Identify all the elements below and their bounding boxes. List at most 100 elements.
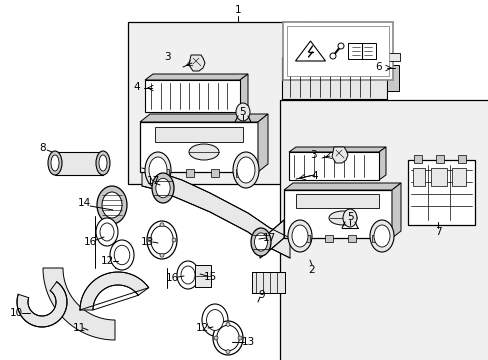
Ellipse shape	[373, 225, 389, 247]
Text: 5: 5	[346, 212, 353, 222]
Polygon shape	[142, 168, 289, 258]
Text: 2: 2	[308, 265, 315, 275]
Ellipse shape	[342, 209, 356, 227]
Bar	[195, 265, 210, 287]
Text: 10: 10	[9, 308, 22, 318]
Polygon shape	[391, 183, 400, 238]
Polygon shape	[55, 152, 103, 175]
Polygon shape	[240, 74, 247, 112]
Ellipse shape	[96, 218, 118, 246]
Ellipse shape	[114, 245, 129, 265]
Polygon shape	[260, 220, 284, 258]
Bar	[407, 160, 474, 225]
Bar	[161, 169, 169, 177]
Ellipse shape	[232, 152, 259, 188]
Ellipse shape	[147, 221, 177, 259]
Polygon shape	[43, 268, 115, 340]
Text: 17: 17	[146, 176, 159, 186]
Polygon shape	[288, 147, 385, 152]
Circle shape	[337, 43, 343, 49]
Bar	[155, 127, 243, 142]
Ellipse shape	[328, 211, 356, 225]
Bar	[282, 57, 386, 99]
Text: 8: 8	[40, 143, 46, 153]
Text: 9: 9	[258, 290, 265, 300]
Bar	[457, 155, 465, 163]
Text: 15: 15	[203, 272, 216, 282]
Bar	[381, 53, 399, 61]
Bar	[347, 43, 375, 59]
Ellipse shape	[102, 192, 122, 218]
Text: 16: 16	[83, 237, 97, 247]
Bar	[412, 168, 424, 186]
Ellipse shape	[189, 144, 219, 160]
Circle shape	[214, 336, 218, 340]
Text: 13: 13	[241, 337, 254, 347]
Ellipse shape	[150, 226, 173, 254]
Text: 7: 7	[434, 227, 440, 237]
Circle shape	[225, 350, 229, 354]
Bar	[386, 65, 398, 91]
Bar	[210, 169, 219, 177]
Bar	[347, 235, 355, 242]
Polygon shape	[258, 114, 267, 172]
Circle shape	[172, 238, 176, 242]
Ellipse shape	[177, 261, 199, 289]
Circle shape	[329, 53, 335, 59]
Ellipse shape	[237, 157, 254, 183]
Ellipse shape	[202, 304, 227, 336]
Ellipse shape	[181, 266, 195, 284]
Text: 3: 3	[163, 52, 170, 62]
Ellipse shape	[145, 152, 171, 188]
Bar	[288, 152, 378, 180]
Bar	[413, 155, 421, 163]
Bar	[325, 235, 332, 242]
Polygon shape	[189, 55, 204, 71]
Ellipse shape	[236, 103, 249, 121]
Text: 11: 11	[72, 323, 85, 333]
Ellipse shape	[110, 240, 134, 270]
Bar	[128, 22, 305, 184]
Text: 12: 12	[195, 323, 208, 333]
Ellipse shape	[254, 233, 267, 251]
Polygon shape	[145, 74, 247, 80]
Bar	[302, 235, 309, 242]
Ellipse shape	[99, 155, 107, 171]
Text: 14: 14	[77, 198, 90, 208]
Text: 4: 4	[133, 82, 140, 92]
Ellipse shape	[100, 223, 114, 241]
Bar	[145, 80, 240, 112]
Ellipse shape	[152, 173, 174, 203]
Polygon shape	[140, 114, 267, 122]
Polygon shape	[284, 183, 400, 190]
Ellipse shape	[149, 157, 167, 183]
Ellipse shape	[291, 225, 307, 247]
Text: 3: 3	[309, 150, 316, 160]
Ellipse shape	[97, 186, 127, 224]
Text: 13: 13	[140, 237, 153, 247]
Bar	[295, 194, 378, 208]
Text: 16: 16	[165, 273, 178, 283]
Bar	[185, 169, 194, 177]
Text: 5: 5	[239, 107, 246, 117]
Ellipse shape	[96, 151, 110, 175]
Polygon shape	[331, 147, 347, 163]
Bar	[280, 100, 488, 360]
Bar	[435, 155, 443, 163]
Ellipse shape	[51, 155, 59, 171]
Text: 6: 6	[375, 62, 382, 72]
Bar	[430, 168, 446, 186]
Text: 17: 17	[262, 233, 275, 243]
Polygon shape	[80, 272, 148, 310]
Ellipse shape	[206, 310, 223, 330]
Ellipse shape	[216, 325, 239, 351]
Bar	[236, 169, 244, 177]
Circle shape	[148, 238, 152, 242]
Polygon shape	[295, 41, 325, 61]
Ellipse shape	[369, 220, 393, 252]
Ellipse shape	[250, 228, 270, 256]
Bar	[371, 235, 379, 242]
Ellipse shape	[213, 321, 243, 355]
Bar	[286, 26, 388, 76]
Bar	[140, 122, 258, 172]
